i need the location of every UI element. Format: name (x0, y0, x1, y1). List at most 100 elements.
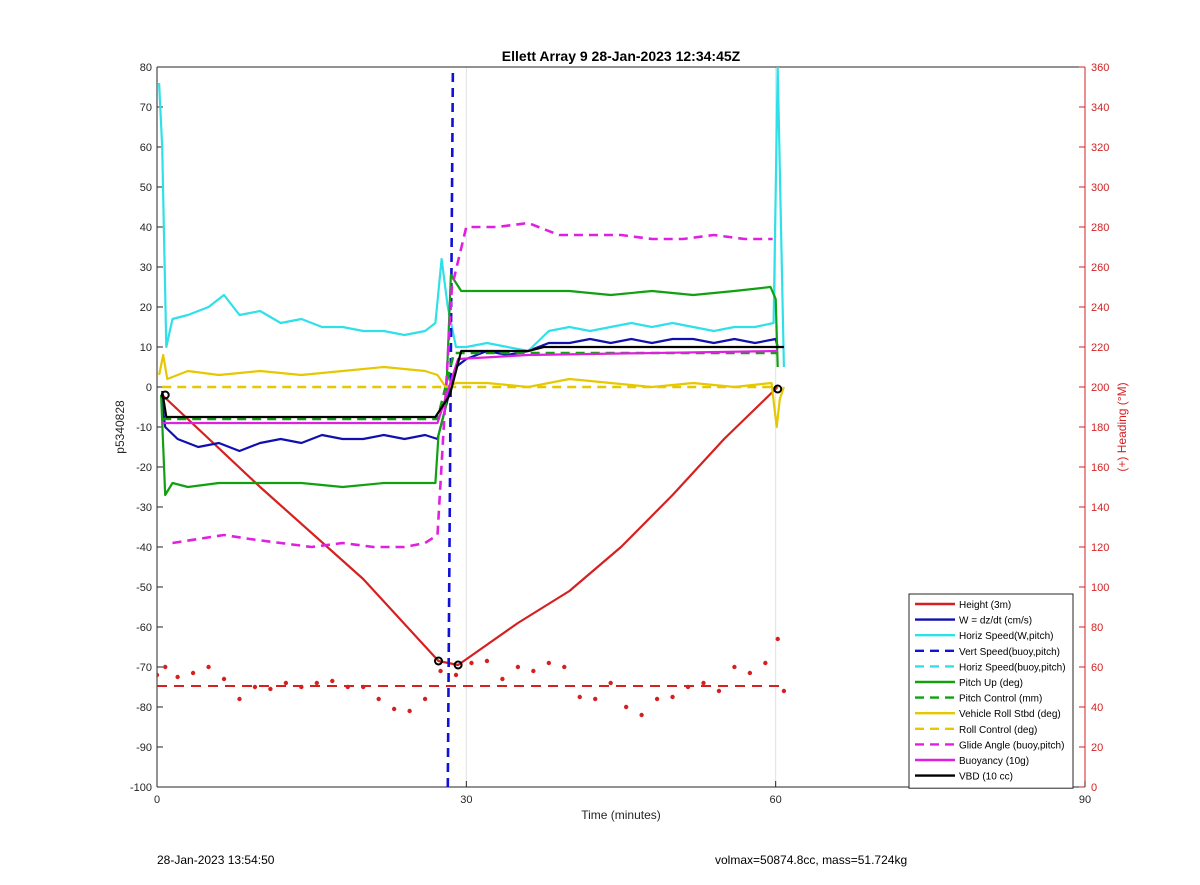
heading-point (500, 676, 505, 682)
y-right-tick-label: 240 (1091, 302, 1109, 314)
heading-point (391, 706, 397, 712)
y-left-tick-label: -10 (136, 422, 152, 434)
heading-point (515, 664, 521, 670)
y-left-tick-label: -100 (130, 782, 152, 794)
series-line-3 (446, 67, 455, 787)
x-tick-label: 30 (460, 794, 472, 806)
y-left-tick-label: -40 (136, 542, 152, 554)
y-right-tick-label: 40 (1091, 702, 1103, 714)
heading-point (190, 670, 196, 676)
heading-point (438, 668, 443, 674)
heading-point (299, 684, 304, 690)
heading-point (252, 684, 258, 690)
heading-point (469, 660, 474, 666)
x-axis-label: Time (minutes) (581, 808, 661, 822)
heading-point (407, 708, 412, 714)
heading-point (593, 696, 598, 702)
heading-point (221, 676, 227, 682)
y-left-tick-label: 40 (140, 222, 152, 234)
y-right-tick-label: 120 (1091, 542, 1109, 554)
x-tick-label: 0 (154, 794, 160, 806)
heading-point (345, 684, 350, 690)
y-left-tick-label: 70 (140, 102, 152, 114)
y-right-tick-label: 80 (1091, 622, 1103, 634)
y-left-tick-label: -30 (136, 502, 152, 514)
y-right-axis-label: (+) Heading (°M) (1115, 382, 1129, 471)
legend-entry: W = dz/dt (cm/s) (959, 616, 1032, 627)
heading-point (654, 696, 660, 702)
y-left-tick-label: 80 (140, 62, 152, 74)
y-left-tick-label: -60 (136, 622, 152, 634)
legend-entry: Pitch Control (mm) (959, 694, 1042, 705)
y-left-tick-label: 60 (140, 142, 152, 154)
y-right-tick-label: 20 (1091, 742, 1103, 754)
heading-point (283, 680, 289, 686)
heading-point (623, 704, 629, 710)
series-line-0 (161, 386, 779, 667)
y-right-tick-label: 160 (1091, 462, 1109, 474)
y-right-tick-label: 280 (1091, 222, 1109, 234)
y-left-tick-label: 0 (146, 382, 152, 394)
heading-point (701, 680, 706, 686)
y-right-tick-label: 0 (1091, 782, 1097, 794)
legend-entry: Horiz Speed(buoy,pitch) (959, 662, 1066, 673)
footer-info: volmax=50874.8cc, mass=51.724kg (715, 853, 908, 867)
y-right-tick-label: 260 (1091, 262, 1109, 274)
heading-point (716, 688, 722, 694)
heading-point (685, 684, 691, 690)
legend-entry: Horiz Speed(W,pitch) (959, 631, 1053, 642)
heading-point (608, 680, 613, 686)
y-left-tick-label: -80 (136, 702, 152, 714)
chart-title: Ellett Array 9 28-Jan-2023 12:34:45Z (502, 48, 741, 64)
heading-point (763, 660, 768, 666)
y-left-axis-label: p5340828 (113, 400, 127, 454)
y-left-tick-label: -90 (136, 742, 152, 754)
legend-entry: Pitch Up (deg) (959, 678, 1023, 689)
heading-point (376, 696, 381, 702)
y-right-tick-label: 300 (1091, 182, 1109, 194)
heading-point (361, 684, 366, 690)
heading-point (670, 694, 675, 700)
heading-point (562, 664, 567, 670)
x-tick-label: 60 (770, 794, 782, 806)
legend-entry: Vehicle Roll Stbd (deg) (959, 709, 1061, 720)
heading-point (531, 668, 536, 674)
y-right-tick-label: 320 (1091, 142, 1109, 154)
heading-point (163, 664, 168, 670)
y-right-tick-label: 340 (1091, 102, 1109, 114)
legend-entry: Vert Speed(buoy,pitch) (959, 647, 1060, 658)
y-right-tick-label: 200 (1091, 382, 1109, 394)
y-right-tick-label: 360 (1091, 62, 1109, 74)
legend-entry: Buoyancy (10g) (959, 756, 1029, 767)
y-left-tick-label: 10 (140, 342, 152, 354)
marker-point (453, 660, 463, 670)
x-tick-label: 90 (1079, 794, 1091, 806)
marker-point (773, 384, 783, 394)
heading-point (546, 660, 552, 666)
series-line-2 (158, 67, 785, 368)
footer-timestamp: 28-Jan-2023 13:54:50 (157, 853, 275, 867)
y-left-tick-label: -20 (136, 462, 152, 474)
y-right-tick-label: 100 (1091, 582, 1109, 594)
heading-point (781, 688, 787, 694)
heading-point (175, 674, 180, 680)
y-left-tick-label: 30 (140, 262, 152, 274)
heading-point (268, 686, 273, 692)
heading-point (747, 670, 753, 676)
series-line-11 (161, 345, 784, 419)
marker-point (433, 656, 443, 666)
heading-point (330, 678, 335, 684)
heading-point (453, 672, 459, 678)
heading-point (775, 636, 780, 642)
heading-point (639, 712, 644, 718)
heading-point (422, 696, 428, 702)
y-right-tick-label: 180 (1091, 422, 1109, 434)
heading-point (157, 672, 160, 678)
y-left-tick-label: 50 (140, 182, 152, 194)
legend-entry: VBD (10 cc) (959, 772, 1013, 783)
plot-series (157, 67, 787, 787)
y-right-tick-label: 220 (1091, 342, 1109, 354)
heading-point (577, 694, 582, 700)
heading-point (314, 680, 320, 686)
y-left-tick-label: -50 (136, 582, 152, 594)
